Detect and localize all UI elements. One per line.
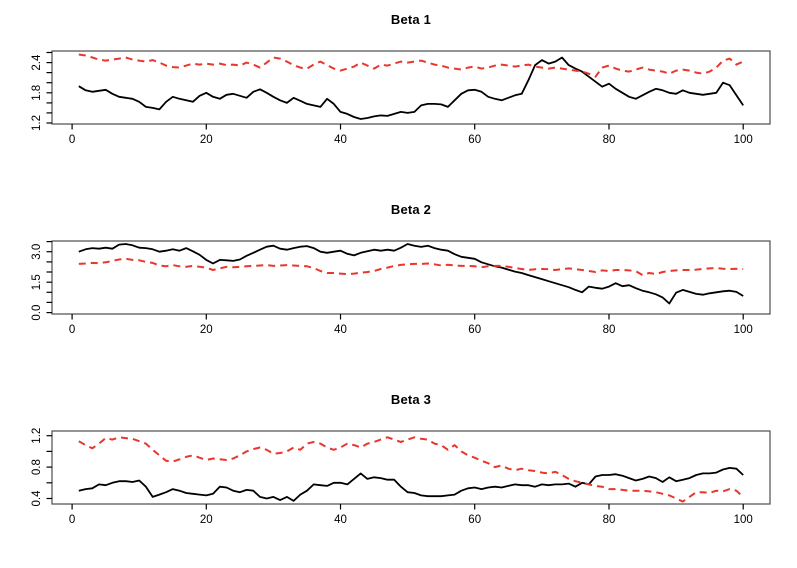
svg-text:0: 0 [69,134,75,146]
chart-title-beta-2: Beta 2 [390,202,432,217]
svg-text:0: 0 [69,514,75,526]
svg-text:100: 100 [734,134,753,146]
svg-text:80: 80 [603,514,616,526]
svg-text:0: 0 [69,324,75,336]
svg-text:2.4: 2.4 [31,54,43,71]
svg-text:1.2: 1.2 [31,428,43,444]
svg-text:80: 80 [603,324,616,336]
panel-beta-1: 0 20 40 60 80 100 1.2 1.8 2.4 Beta 1 [0,0,797,190]
svg-text:40: 40 [334,324,347,336]
chart-beta-2-plot: 0 20 40 60 80 100 0.0 1.5 3.0 [31,240,771,336]
chart-title-beta-1: Beta 1 [390,12,432,27]
svg-text:20: 20 [200,514,213,526]
svg-text:100: 100 [734,514,753,526]
svg-text:60: 60 [468,514,481,526]
svg-text:100: 100 [734,324,753,336]
chart-beta-1-plot: 0 20 40 60 80 100 1.2 1.8 2.4 [31,50,771,146]
chart-title-beta-3: Beta 3 [390,392,432,407]
svg-text:1.5: 1.5 [31,274,43,290]
svg-text:40: 40 [334,134,347,146]
svg-text:1.2: 1.2 [31,115,43,131]
svg-text:0.8: 0.8 [31,459,43,475]
svg-text:0.4: 0.4 [31,490,43,507]
svg-text:60: 60 [468,324,481,336]
svg-text:1.8: 1.8 [31,85,43,101]
svg-text:0.0: 0.0 [31,305,43,321]
svg-text:20: 20 [200,134,213,146]
svg-text:20: 20 [200,324,213,336]
svg-text:3.0: 3.0 [31,244,43,260]
svg-text:60: 60 [468,134,481,146]
panel-beta-2: 0 20 40 60 80 100 0.0 1.5 3.0 Beta 2 [0,190,797,380]
svg-text:40: 40 [334,514,347,526]
panel-beta-3: 0 20 40 60 80 100 0.4 0.8 1.2 Beta 3 [0,380,797,568]
svg-text:80: 80 [603,134,616,146]
chart-beta-3-plot: 0 20 40 60 80 100 0.4 0.8 1.2 [31,428,771,526]
